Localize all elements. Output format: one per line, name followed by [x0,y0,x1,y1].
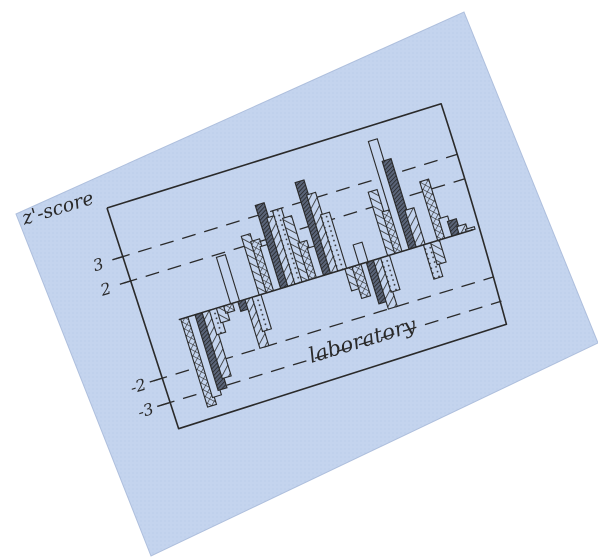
plot-frame [106,102,508,430]
y-tick-mark [149,377,162,383]
y-tick-mark [112,255,125,261]
y-tick-label: 2 [97,279,113,300]
y-tick-mark [157,402,169,408]
y-tick-mark [119,280,132,285]
paper-sheet [15,11,598,557]
y-tick-label: -2 [128,375,148,398]
y-ticks: 32-2-3 [91,254,169,422]
reference-line [116,153,457,260]
zero-baseline [178,228,474,321]
bars [178,138,476,408]
y-tick-label: -3 [135,399,155,422]
reference-line [123,178,465,284]
